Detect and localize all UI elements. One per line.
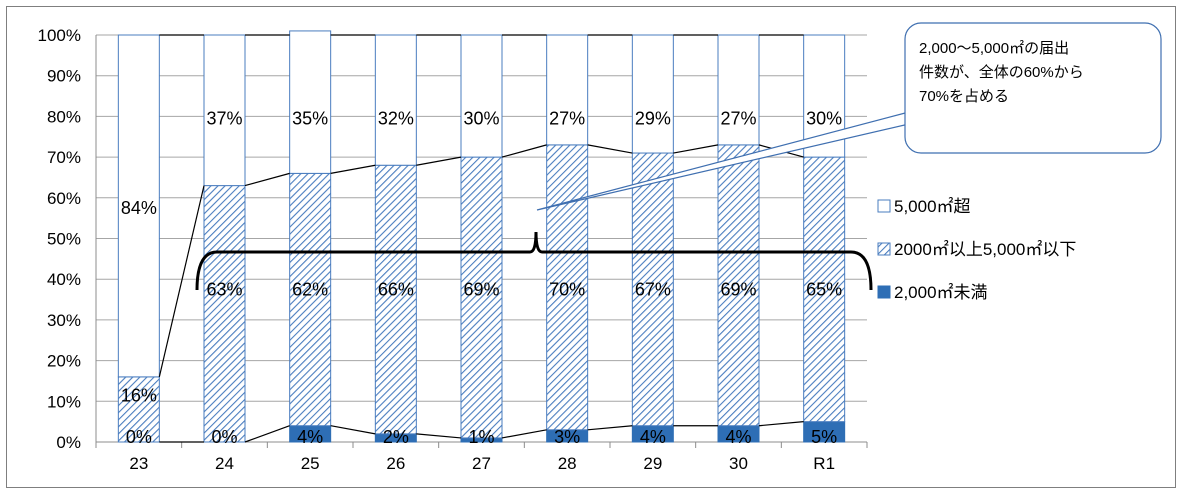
data-label: 3% <box>554 427 580 447</box>
bar-segment <box>546 144 589 431</box>
bar-segment <box>203 34 246 187</box>
series-line-middle <box>158 185 205 378</box>
bar-segment <box>460 34 503 158</box>
x-tick-label: 27 <box>472 454 491 473</box>
data-labels: 0% 16% 84% 0% 63% 37% 4% 62% 35% 2% 66% 32% 1% 69% 30%… <box>121 109 842 447</box>
legend-label: 2,000㎡未満 <box>894 283 988 302</box>
x-tick-label: 24 <box>215 454 234 473</box>
data-label: 2% <box>383 427 409 447</box>
series-line-small <box>244 425 290 443</box>
data-label: 69% <box>720 279 756 299</box>
data-label: 5% <box>811 427 837 447</box>
data-label: 1% <box>468 427 494 447</box>
data-label: 30% <box>463 109 499 129</box>
bar-segment <box>289 172 332 427</box>
data-label: 35% <box>292 109 328 129</box>
data-label: 69% <box>463 279 499 299</box>
data-label: 16% <box>121 385 157 405</box>
series-line-small <box>758 421 804 427</box>
series-line-small <box>416 433 462 439</box>
x-tick-label: 26 <box>386 454 405 473</box>
y-tick-label: 40% <box>47 270 81 289</box>
bar-segment <box>717 144 760 427</box>
y-tick-label: 80% <box>47 107 81 126</box>
x-tick-label: 29 <box>643 454 662 473</box>
data-label: 32% <box>378 109 414 129</box>
callout-box <box>904 22 1162 154</box>
bars <box>117 30 846 443</box>
legend: 5,000㎡超 2000㎡以上5,000㎡以下 2,000㎡未満 <box>877 197 1076 302</box>
bar-segment <box>631 152 674 427</box>
bar-segment <box>460 156 503 439</box>
y-tick-label: 50% <box>47 230 81 249</box>
bar-segment <box>803 156 846 423</box>
y-tick-label: 70% <box>47 148 81 167</box>
data-label: 62% <box>292 279 328 299</box>
x-tick-label: 23 <box>129 454 148 473</box>
bar-segment <box>374 164 417 435</box>
series-line-middle <box>587 144 633 154</box>
axes: 0% 10% 20% 30% 40% 50% 60% 70% 80% 90% 100% 23 24 25 2… <box>38 26 868 473</box>
data-label: 63% <box>206 279 242 299</box>
bar-segment <box>117 34 160 378</box>
data-label: 84% <box>121 198 157 218</box>
x-tick-label: 30 <box>729 454 748 473</box>
data-label: 65% <box>806 279 842 299</box>
legend-label: 2000㎡以上5,000㎡以下 <box>894 240 1076 259</box>
bracket <box>195 231 873 291</box>
x-tick-label: R1 <box>813 454 835 473</box>
y-tick-label: 60% <box>47 189 81 208</box>
legend-label: 5,000㎡超 <box>894 197 971 216</box>
data-label: 67% <box>635 279 671 299</box>
callout-text-line: 2,000～5,000㎡の届出 <box>919 40 1069 57</box>
curly-bracket <box>195 231 873 291</box>
bar-segment <box>546 34 589 146</box>
legend-swatch <box>877 242 891 256</box>
data-label: 66% <box>378 279 414 299</box>
x-tick-label: 28 <box>558 454 577 473</box>
series-line-small <box>501 429 547 439</box>
data-label: 4% <box>297 427 323 447</box>
series-line-middle <box>673 144 719 154</box>
data-label: 0% <box>126 427 152 447</box>
data-label: 29% <box>635 109 671 129</box>
series-lines <box>158 34 804 443</box>
bar-segment <box>374 34 417 166</box>
y-tick-label: 30% <box>47 311 81 330</box>
bar-segment <box>289 30 332 174</box>
bar-segment <box>717 34 760 146</box>
data-label: 37% <box>206 109 242 129</box>
legend-swatch <box>877 285 891 299</box>
callout-text-line: 70%を占める <box>919 88 1009 105</box>
y-tick-label: 10% <box>47 392 81 411</box>
y-tick-label: 20% <box>47 352 81 371</box>
bar-segment <box>117 376 160 443</box>
series-line-middle <box>416 156 462 166</box>
data-label: 70% <box>549 279 585 299</box>
series-line-middle <box>244 172 290 187</box>
data-label: 27% <box>549 109 585 129</box>
x-tick-label: 25 <box>301 454 320 473</box>
series-line-middle <box>330 164 376 174</box>
data-label: 27% <box>720 109 756 129</box>
data-label: 30% <box>806 109 842 129</box>
y-tick-label: 90% <box>47 67 81 86</box>
bar-segment <box>631 34 674 154</box>
legend-swatch <box>877 199 891 213</box>
series-line-small <box>587 425 633 431</box>
y-tick-label: 0% <box>56 433 81 452</box>
callout-pointer-mask <box>906 108 912 128</box>
data-label: 0% <box>211 427 237 447</box>
y-tick-label: 100% <box>38 26 81 45</box>
series-line-middle <box>501 144 547 158</box>
callout-text-line: 件数が、全体の60%から <box>919 63 1084 81</box>
data-label: 4% <box>640 427 666 447</box>
series-line-small <box>330 425 376 435</box>
bar-segment <box>203 185 246 443</box>
data-label: 4% <box>725 427 751 447</box>
